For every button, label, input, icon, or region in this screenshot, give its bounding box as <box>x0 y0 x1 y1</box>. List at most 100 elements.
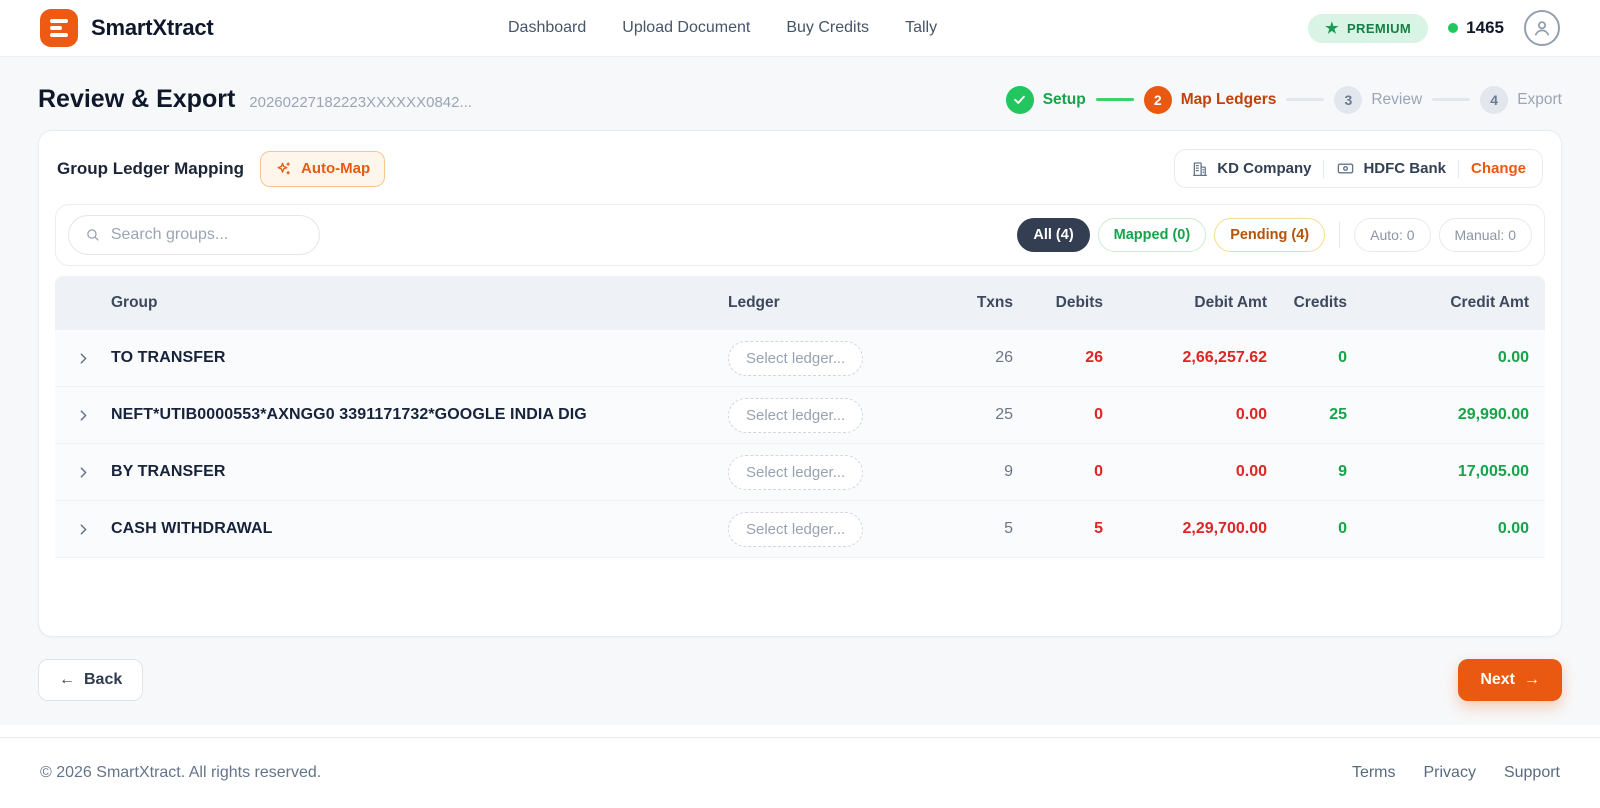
search-icon <box>87 229 99 241</box>
table-row: CASH WITHDRAWAL Select ledger... 5 5 2,2… <box>55 501 1545 558</box>
debits-value: 5 <box>1094 520 1103 537</box>
group-name: BY TRANSFER <box>111 463 226 480</box>
debit-amt-value: 2,66,257.62 <box>1182 349 1267 366</box>
group-ledger-mapping-card: Group Ledger Mapping Auto-Map <box>38 130 1562 637</box>
txns-value: 5 <box>1004 520 1013 537</box>
change-link[interactable]: Change <box>1470 160 1526 177</box>
stepper-connector <box>1286 98 1325 101</box>
table-row: TO TRANSFER Select ledger... 26 26 2,66,… <box>55 330 1545 387</box>
col-debits: Debits <box>1055 294 1103 311</box>
credits-value: 9 <box>1338 463 1347 480</box>
step-label: Map Ledgers <box>1180 90 1277 108</box>
table-row: BY TRANSFER Select ledger... 9 0 0.00 9 … <box>55 444 1545 501</box>
credits-count: 1465 <box>1466 18 1504 37</box>
step-label: Review <box>1371 90 1423 108</box>
progress-stepper: Setup 2 Map Ledgers 3 Review 4 Export <box>1005 85 1562 114</box>
group-name: TO TRANSFER <box>111 349 226 366</box>
top-bar: SmartXtract Dashboard Upload Document Bu… <box>0 0 1600 57</box>
main-nav: Dashboard Upload Document Buy Credits Ta… <box>508 19 937 37</box>
col-credits: Credits <box>1293 294 1347 311</box>
company-name: KD Company <box>1217 160 1312 177</box>
credit-amt-value: 29,990.00 <box>1457 406 1529 423</box>
expand-row-button[interactable] <box>55 521 111 538</box>
sparkles-icon <box>277 161 290 175</box>
brand[interactable]: SmartXtract <box>40 9 214 47</box>
search-input[interactable] <box>110 226 303 244</box>
app-logo-icon <box>40 9 78 47</box>
credits-value: 25 <box>1329 406 1347 423</box>
bank-entity: HDFC Bank <box>1336 159 1446 178</box>
footer-link-support[interactable]: Support <box>1503 764 1560 781</box>
company-bank-selector: KD Company HDFC Bank Change <box>1174 149 1543 188</box>
copyright-text: © 2026 SmartXtract. All rights reserved. <box>40 764 322 781</box>
select-ledger-button[interactable]: Select ledger... <box>728 511 864 547</box>
arrow-right-icon: → <box>1524 671 1540 688</box>
auto-count-badge: Auto: 0 <box>1354 218 1431 252</box>
stepper-connector <box>1432 98 1471 101</box>
step-review: 3 Review <box>1334 85 1423 114</box>
footer-link-privacy[interactable]: Privacy <box>1423 764 1476 781</box>
debits-value: 26 <box>1085 349 1103 366</box>
footer-link-terms[interactable]: Terms <box>1351 764 1396 781</box>
nav-buy-credits[interactable]: Buy Credits <box>786 19 870 36</box>
back-button[interactable]: ← Back <box>38 659 144 701</box>
step-setup: Setup <box>1005 85 1086 114</box>
txns-value: 25 <box>995 406 1013 423</box>
back-label: Back <box>84 671 123 688</box>
filter-mapped[interactable]: Mapped (0) <box>1097 218 1207 252</box>
expand-row-button[interactable] <box>55 464 111 481</box>
filter-pending[interactable]: Pending (4) <box>1214 218 1326 252</box>
search-box[interactable] <box>68 215 320 255</box>
step-number: 4 <box>1480 85 1509 114</box>
filter-all[interactable]: All (4) <box>1017 218 1090 252</box>
credit-amt-value: 0.00 <box>1497 520 1529 537</box>
main-content: Review & Export 20260227182223XXXXXX0842… <box>0 57 1600 725</box>
table-header-row: Group Ledger Txns Debits Debit Amt Credi… <box>55 276 1545 330</box>
select-ledger-button[interactable]: Select ledger... <box>728 454 864 490</box>
expand-row-button[interactable] <box>55 350 111 367</box>
col-debit-amt: Debit Amt <box>1194 294 1267 311</box>
stepper-connector <box>1095 98 1134 101</box>
premium-label: PREMIUM <box>1346 20 1412 36</box>
credits-value: 0 <box>1338 349 1347 366</box>
col-credit-amt: Credit Amt <box>1450 294 1529 311</box>
select-ledger-button[interactable]: Select ledger... <box>728 340 864 376</box>
mapping-table: Group Ledger Txns Debits Debit Amt Credi… <box>55 276 1545 620</box>
credit-amt-value: 0.00 <box>1497 349 1529 366</box>
nav-tally[interactable]: Tally <box>905 19 938 36</box>
next-label: Next <box>1480 671 1515 688</box>
star-icon: ★ <box>1325 19 1339 37</box>
document-id: 20260227182223XXXXXX0842... <box>249 94 472 111</box>
person-icon <box>1534 21 1550 36</box>
debit-amt-value: 0.00 <box>1235 463 1267 480</box>
arrow-left-icon: ← <box>59 671 75 688</box>
debit-amt-value: 0.00 <box>1235 406 1267 423</box>
next-button[interactable]: Next → <box>1458 659 1562 701</box>
debits-value: 0 <box>1094 463 1103 480</box>
chevron-right-icon <box>80 466 86 478</box>
col-txns: Txns <box>976 294 1013 311</box>
page-title: Review & Export <box>38 85 236 113</box>
step-number: 2 <box>1143 85 1172 114</box>
select-ledger-button[interactable]: Select ledger... <box>728 397 864 433</box>
nav-upload-document[interactable]: Upload Document <box>622 19 751 36</box>
company-entity: KD Company <box>1191 160 1311 178</box>
debit-amt-value: 2,29,700.00 <box>1182 520 1267 537</box>
brand-name: SmartXtract <box>91 15 214 40</box>
group-name: CASH WITHDRAWAL <box>111 520 273 537</box>
chevron-right-icon <box>80 409 86 421</box>
page-footer: © 2026 SmartXtract. All rights reserved.… <box>0 737 1600 808</box>
auto-map-button[interactable]: Auto-Map <box>260 150 386 187</box>
premium-badge: ★ PREMIUM <box>1308 13 1429 43</box>
user-avatar[interactable] <box>1524 10 1560 46</box>
step-label: Export <box>1517 90 1562 108</box>
nav-dashboard[interactable]: Dashboard <box>508 19 587 36</box>
expand-row-button[interactable] <box>55 407 111 424</box>
divider <box>1339 222 1341 248</box>
bank-name: HDFC Bank <box>1363 160 1446 177</box>
step-map-ledgers: 2 Map Ledgers <box>1143 85 1277 114</box>
group-name: NEFT*UTIB0000553*AXNGG0 3391171732*GOOGL… <box>111 406 587 423</box>
txns-value: 9 <box>1004 463 1013 480</box>
check-circle-icon <box>1005 85 1034 114</box>
card-title: Group Ledger Mapping <box>57 158 244 178</box>
